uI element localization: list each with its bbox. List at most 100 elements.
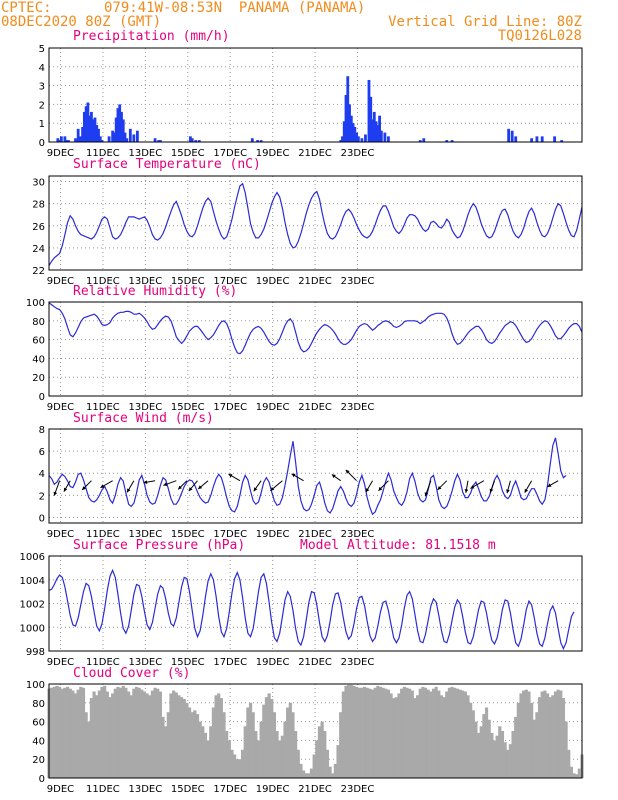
y-tick-label: 0 (39, 774, 45, 785)
x-tick-label: 21DEC (298, 784, 332, 795)
cloud-cover-bar (545, 693, 550, 778)
wind-arrow-head (127, 488, 131, 493)
x-tick-label: 21DEC (298, 529, 332, 540)
x-tick-label: 11DEC (86, 148, 120, 159)
cloud-cover-bar (243, 726, 247, 778)
cloud-cover-bar (569, 766, 573, 778)
cloud-cover-bar (164, 726, 168, 778)
wind-arrow-head (63, 487, 68, 492)
cloud-cover-bar (447, 687, 452, 778)
cloud-cover-bar (418, 688, 422, 778)
precip-bar (560, 140, 564, 142)
cloud-cover-bar (514, 716, 518, 778)
cloud-cover-bar (172, 690, 176, 778)
cloud-cover-bar (60, 688, 64, 778)
x-tick-label: 19DEC (256, 657, 290, 668)
cloud-cover-bar (461, 690, 465, 778)
wind-arrow-head (424, 492, 429, 497)
wind-arrow-head (82, 486, 86, 490)
cloud-cover-bar (121, 685, 125, 778)
precip-bar (342, 121, 346, 142)
cloud-cover-bar (150, 690, 155, 778)
cloud-cover-bar (503, 742, 507, 778)
precip-bar (553, 136, 556, 142)
cloud-cover-bar (187, 707, 192, 778)
precip-bar (74, 138, 77, 142)
x-tick-label: 15DEC (171, 784, 205, 795)
x-tick-label: 11DEC (86, 402, 120, 413)
precip-bar (360, 138, 364, 142)
precip-bar (256, 140, 260, 142)
precip-bar (88, 115, 92, 142)
precip-bar (90, 111, 93, 142)
cloud-cover-bar (55, 685, 59, 778)
precip-bar (367, 79, 371, 142)
precip-bar (378, 115, 381, 142)
cloud-cover-bar (437, 690, 441, 778)
wind-arrow-head (163, 482, 168, 486)
cloud-cover-bar (132, 688, 136, 778)
x-tick-label: 17DEC (213, 529, 247, 540)
cloud-cover-bar (58, 686, 62, 778)
wind-arrow-head (178, 485, 182, 490)
cloud-cover-bar (126, 691, 131, 778)
series-line (48, 437, 567, 516)
cloud-cover-bar (463, 691, 467, 778)
precip-bar (125, 138, 129, 142)
precip-bar (346, 76, 350, 142)
y-tick-label: 20 (32, 755, 45, 766)
cloud-cover-bar (384, 688, 388, 778)
cloud-cover-bar (476, 732, 481, 778)
cloud-cover-bar (108, 697, 112, 778)
cloud-cover-bar (376, 685, 380, 778)
cloud-cover-bar (524, 689, 528, 778)
cloud-cover-bar (492, 740, 497, 778)
wind-arrow-head (524, 488, 529, 493)
cloud-cover-bar (508, 744, 513, 778)
cloud-cover-bar (540, 691, 544, 778)
panel-title: Surface Wind (m/s) (73, 411, 214, 426)
cloud-cover-bar (500, 731, 505, 778)
precip-bar (371, 119, 374, 142)
wind-arrow-head (143, 480, 148, 484)
cloud-cover-bar (246, 707, 250, 778)
y-tick-label: 2 (39, 491, 45, 502)
x-tick-label: 19DEC (256, 529, 290, 540)
precip-bar (530, 138, 534, 142)
wind-arrow-head (228, 474, 233, 478)
y-tick-label: 24 (32, 244, 45, 255)
x-tick-label: 17DEC (213, 784, 247, 795)
wind-arrow-head (198, 485, 203, 489)
cloud-cover-bar (103, 685, 107, 778)
precip-bar (114, 117, 118, 142)
cloud-cover-bar (50, 687, 54, 778)
cloud-cover-bar (466, 695, 470, 778)
x-tick-label: 15DEC (171, 276, 205, 287)
precip-bar (355, 132, 359, 142)
cloud-cover-bar (81, 687, 86, 778)
cloud-cover-bar (166, 712, 170, 778)
wind-arrow-head (464, 489, 469, 493)
y-tick-label: 40 (32, 354, 45, 365)
y-tick-label: 22 (32, 266, 45, 277)
precip-bar (158, 140, 162, 142)
series-line (48, 182, 583, 266)
cloud-cover-bar (153, 687, 157, 778)
x-tick-label: 17DEC (213, 276, 247, 287)
cloud-cover-bar (561, 698, 566, 778)
header-location: 079:41W-08:53N PANAMA (PANAMA) (104, 0, 366, 16)
wind-arrow-head (331, 474, 336, 479)
panel-frame (48, 175, 583, 271)
cloud-cover-bar (339, 712, 343, 778)
cloud-cover-bar (84, 712, 88, 778)
precip-bar (348, 104, 351, 142)
cloud-cover-bar (142, 691, 147, 778)
cloud-cover-bar (572, 773, 576, 778)
precip-bar (376, 125, 380, 142)
cloud-cover-bar (52, 686, 56, 778)
cloud-cover-bar (264, 697, 269, 778)
cloud-cover-bar (97, 690, 101, 778)
cloud-cover-bar (389, 693, 393, 778)
cloud-cover-bar (553, 691, 558, 778)
cloud-cover-bar (283, 721, 287, 778)
